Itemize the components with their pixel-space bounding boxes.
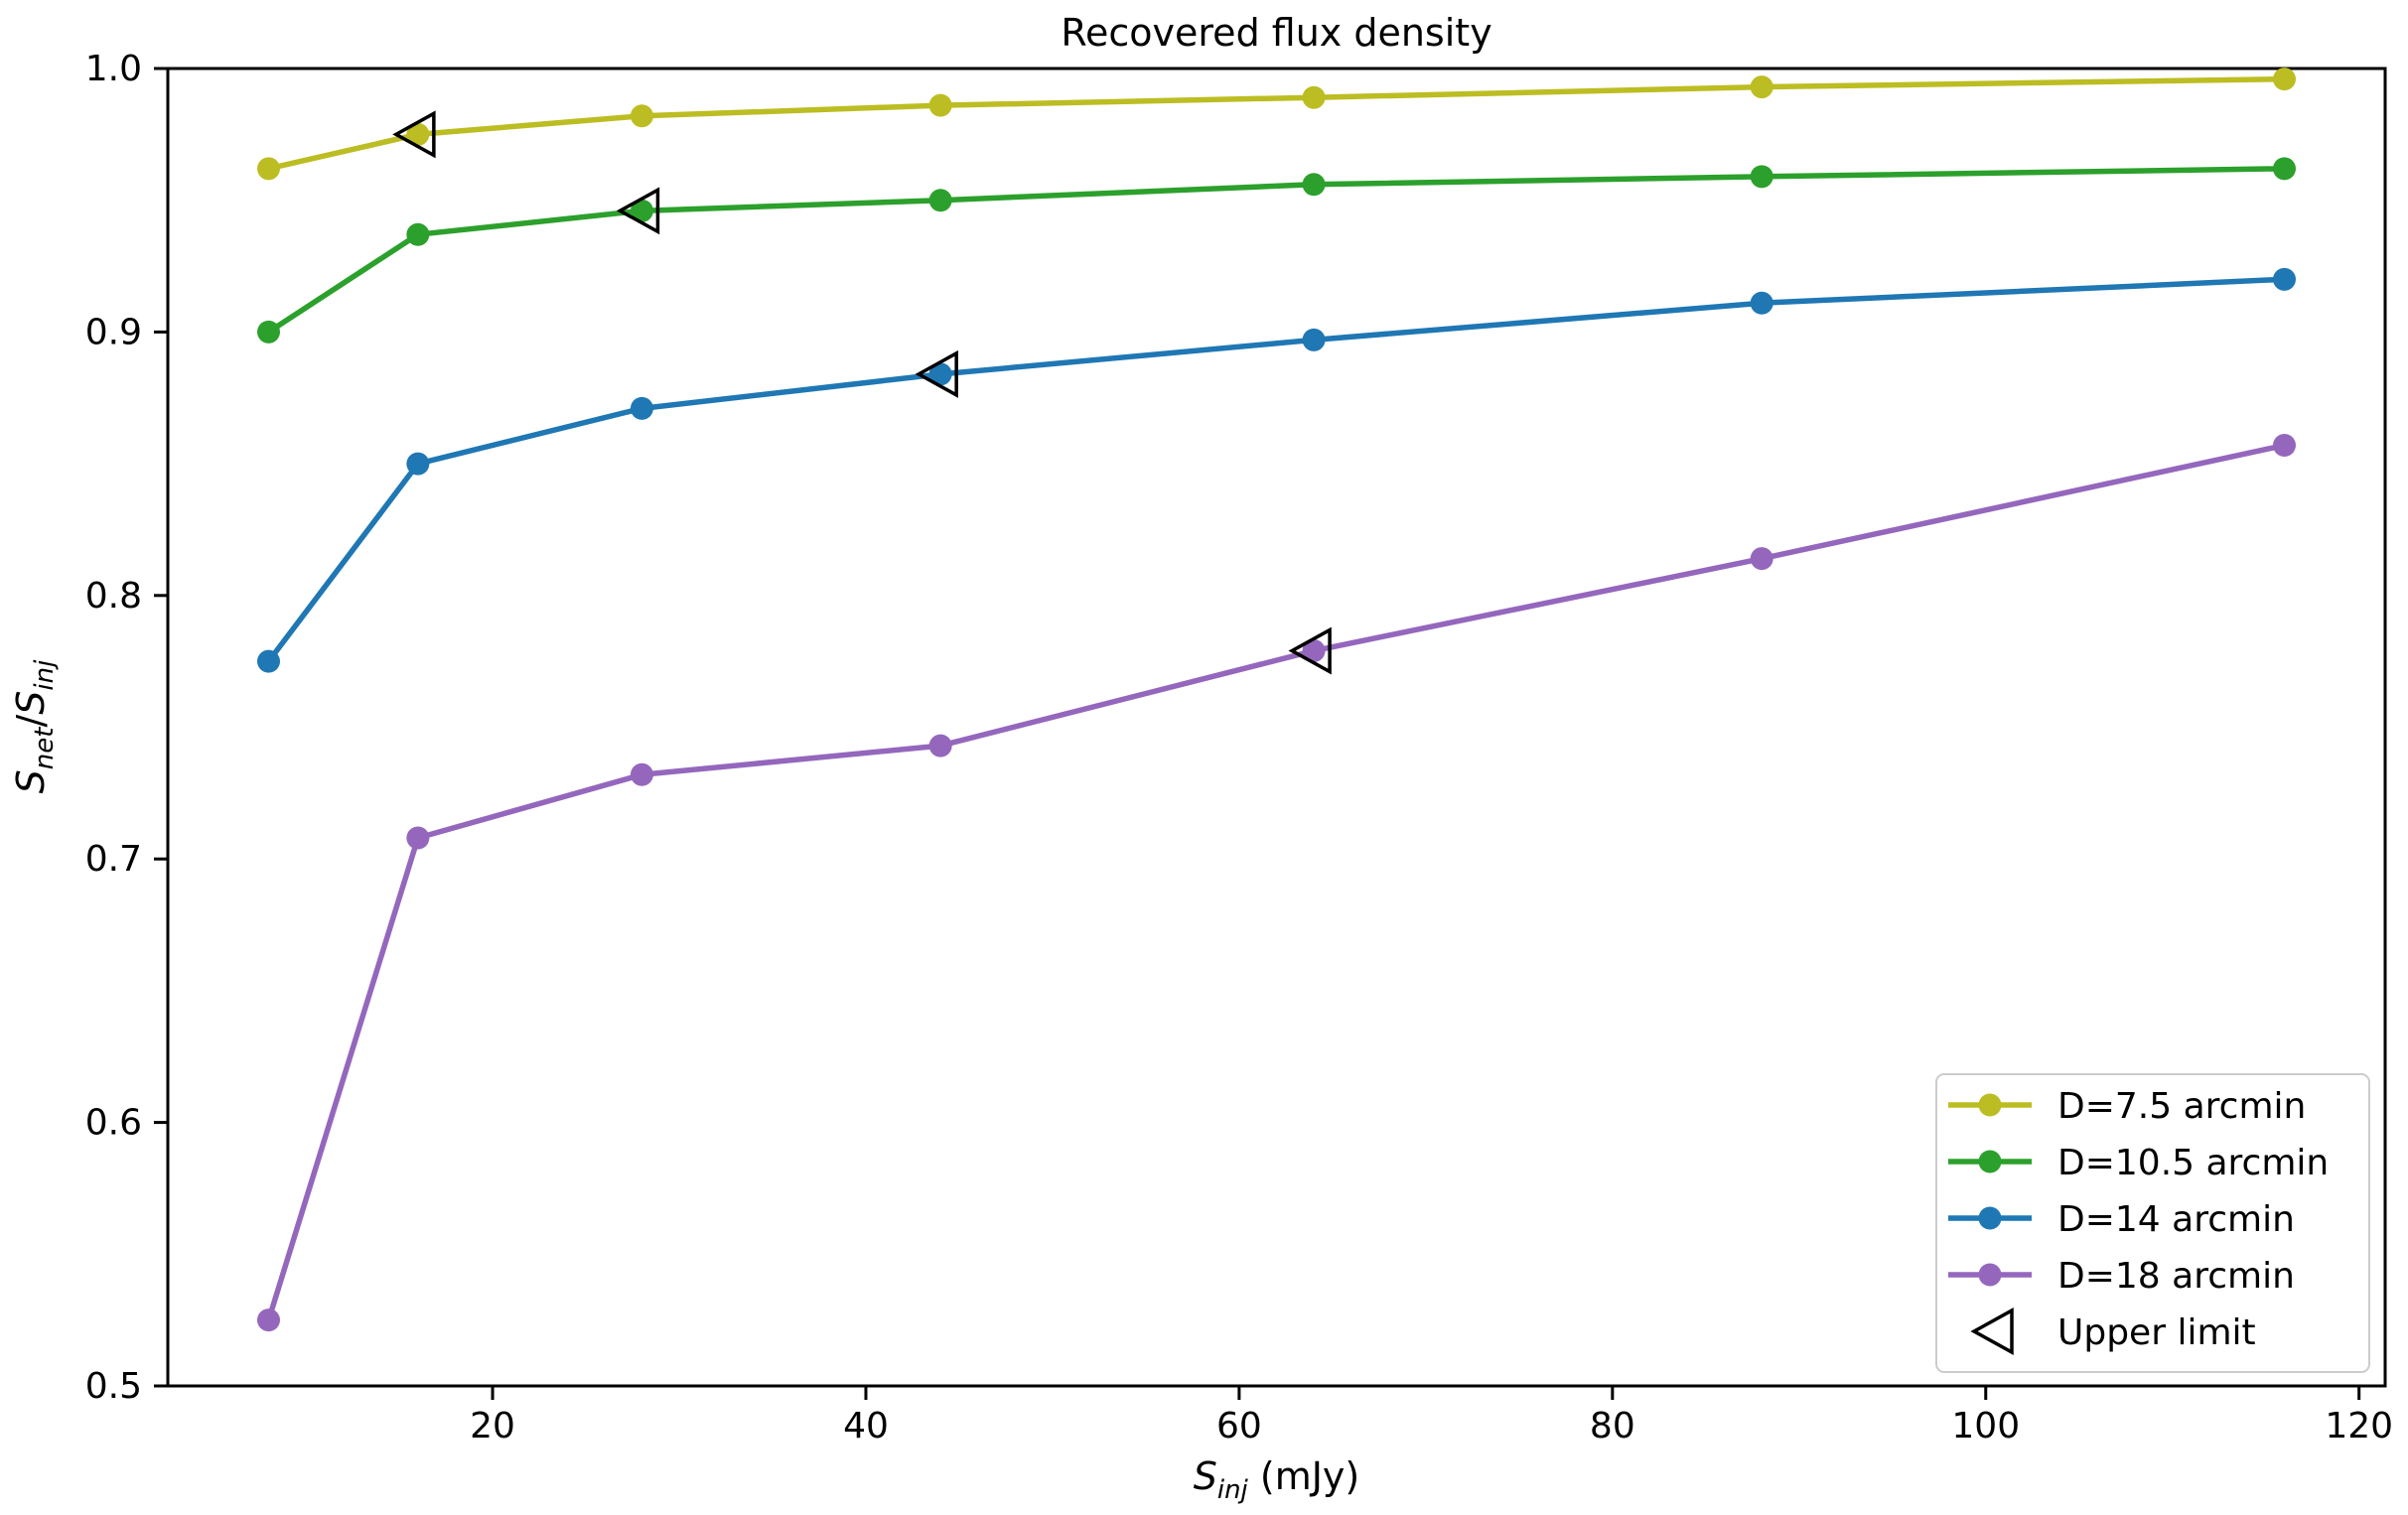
label-part: S [1194,1454,1217,1498]
legend-entry: D=14 arcmin [1948,1199,2295,1240]
data-point-marker [1750,165,1773,189]
data-point-marker [406,826,430,850]
label-part: S [9,691,53,715]
x-axis-label: Sinj (mJy) [1194,1454,1360,1505]
y-tick-label: 1.0 [85,49,142,89]
y-tick-label: 0.9 [85,312,142,352]
label-part: (mJy) [1248,1454,1359,1498]
legend-marker-swatch [1978,1150,2002,1173]
data-point-marker [406,222,430,246]
data-point-marker [1302,173,1326,197]
data-point-marker [928,93,952,117]
x-tick-label: 100 [1951,1406,2020,1446]
legend-entry: D=10.5 arcmin [1948,1143,2329,1183]
series-d-7.5-arcmin [257,68,2296,181]
y-tick-label: 0.6 [85,1103,142,1144]
legend-upper-limit-icon [1970,1308,2014,1355]
data-point-marker [257,1308,280,1332]
data-point-marker [1750,75,1773,99]
legend-label: D=18 arcmin [2057,1256,2295,1297]
series-d-18-arcmin [257,434,2296,1332]
data-point-marker [1302,85,1326,109]
data-point-marker [1750,291,1773,315]
data-point-marker [1302,328,1326,351]
y-tick-label: 0.5 [85,1366,142,1407]
legend-box [1935,1073,2370,1373]
legend-label: D=7.5 arcmin [2057,1086,2306,1127]
data-point-marker [1750,547,1773,571]
x-tick-label: 60 [1216,1406,1262,1446]
series-d-14-arcmin [257,267,2296,673]
legend-entry: D=18 arcmin [1948,1256,2295,1297]
data-point-marker [257,320,280,344]
label-part: inj [30,659,60,691]
data-point-marker [928,362,952,386]
data-point-marker [1302,639,1326,663]
data-point-marker [257,157,280,181]
legend-label: Upper limit [2057,1312,2256,1353]
x-tick-label: 120 [2325,1406,2393,1446]
x-tick-label: 80 [1590,1406,1635,1446]
label-part: inj [1217,1475,1249,1505]
data-point-marker [2273,267,2296,291]
data-point-marker [257,649,280,673]
axes-spines [166,67,2387,1388]
upper-limit-marker [1288,626,1332,675]
label-part: / [9,715,53,728]
data-point-marker [406,122,430,146]
y-tick-label: 0.7 [85,839,142,880]
legend-marker-swatch [1978,1093,2002,1117]
data-point-marker [2273,434,2296,458]
x-tick-label: 40 [843,1406,889,1446]
label-part: net [30,727,60,769]
legend-marker-swatch [1978,1206,2002,1230]
data-point-marker [2273,157,2296,181]
data-point-marker [630,199,653,222]
label-part: S [9,769,53,793]
y-tick-label: 0.8 [85,576,142,617]
legend-entry: D=7.5 arcmin [1948,1086,2306,1127]
legend: D=7.5 arcmin D=10.5 arcmin D=14 arcmin D=18… [1935,1073,2370,1373]
legend-label: D=14 arcmin [2057,1199,2295,1240]
legend-label: D=10.5 arcmin [2057,1143,2329,1183]
data-point-marker [630,762,653,786]
legend-entry-upper-limit: Upper limit [1970,1308,2256,1355]
data-point-marker [630,396,653,420]
data-point-marker [928,189,952,212]
data-point-marker [2273,68,2296,91]
chart-title: Recovered flux density [1061,11,1491,55]
data-point-marker [406,452,430,476]
legend-marker-swatch [1978,1263,2002,1287]
upper-limit-marker [616,187,660,235]
data-point-marker [630,104,653,128]
data-point-marker [928,734,952,758]
series-d-10.5-arcmin [257,157,2296,344]
upper-limit-marker [915,349,958,398]
x-tick-label: 20 [470,1406,515,1446]
upper-limit-marker [392,110,436,159]
y-axis-label: Snet/Sinj [9,659,60,793]
